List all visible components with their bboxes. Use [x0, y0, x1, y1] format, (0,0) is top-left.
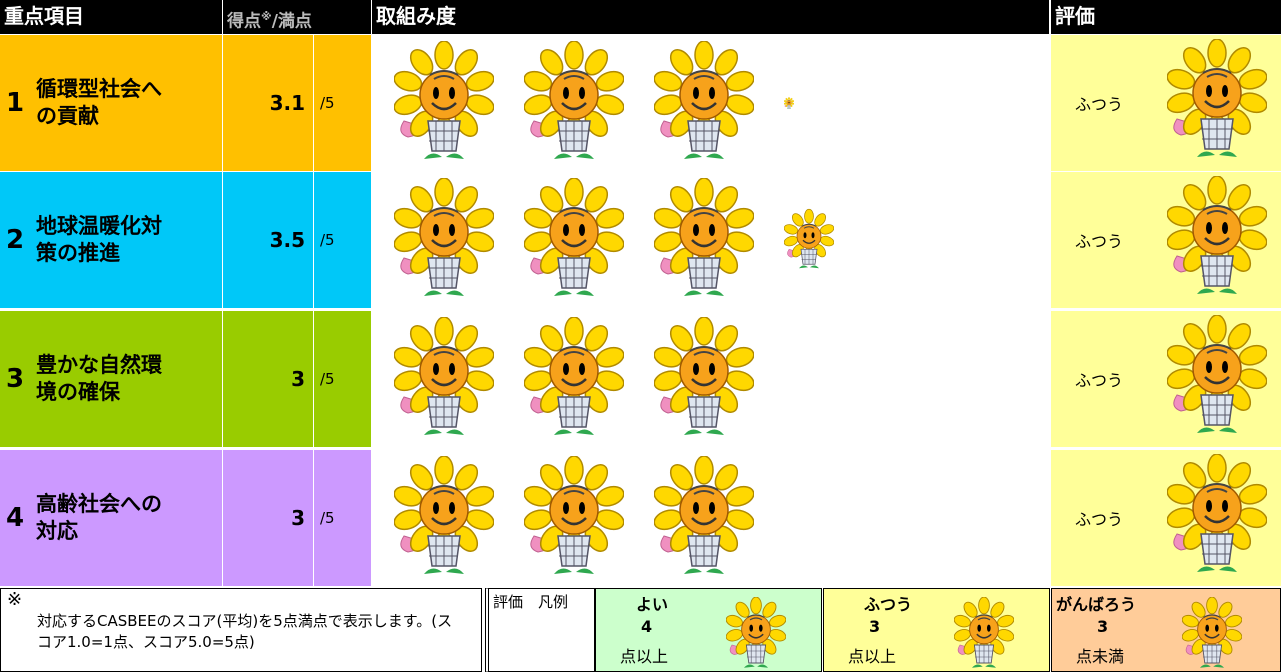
rating-icon	[1167, 454, 1267, 579]
legend-item: ふつう 3 点以上	[823, 588, 1050, 672]
footnote: ※ 対応するCASBEEのスコア(平均)を5点満点で表示します。(スコア1.0=…	[0, 588, 482, 672]
legend-suffix: 点以上	[848, 647, 897, 666]
rating: ふつう	[1075, 95, 1124, 114]
item-number: 3	[6, 364, 25, 394]
effort-icon	[394, 317, 494, 442]
effort-icon	[654, 317, 754, 442]
score: 3	[291, 506, 305, 530]
item-name: 豊かな自然環境の確保	[36, 353, 162, 404]
rating-icon	[1167, 315, 1267, 440]
effort-icon	[654, 41, 754, 166]
max: /5	[320, 94, 335, 112]
legend-icon	[954, 597, 1014, 669]
score-cell: 3.5	[223, 172, 313, 308]
footnote-text: 対応するCASBEEのスコア(平均)を5点満点で表示します。(スコア1.0=1点…	[37, 612, 453, 651]
legend-icon	[726, 597, 786, 669]
max-cell: /5	[314, 311, 371, 447]
effort-icon	[524, 456, 624, 581]
effort-icon	[524, 178, 624, 303]
item-number: 2	[6, 225, 25, 255]
effort-icon	[654, 456, 754, 581]
effort-icon	[394, 456, 494, 581]
item-name: 循環型社会への貢献	[36, 77, 162, 128]
legend-label: よい	[636, 595, 669, 614]
max-cell: /5	[314, 172, 371, 308]
rating-icon	[1167, 176, 1267, 301]
effort-icon	[524, 41, 624, 166]
legend-threshold: 4	[641, 617, 653, 636]
rating-cell: ふつう	[1051, 311, 1281, 447]
score-cell: 3.1	[223, 35, 313, 171]
max: /5	[320, 370, 335, 388]
score: 3.5	[269, 228, 305, 252]
item-name: 高齢社会への対応	[36, 492, 162, 543]
legend-suffix: 点以上	[620, 647, 669, 666]
effort-icon-partial	[784, 41, 794, 166]
effort-icon	[524, 317, 624, 442]
effort-icon	[394, 178, 494, 303]
item-cell: 1 循環型社会への貢献	[0, 35, 222, 171]
header-item: 重点項目	[0, 0, 222, 34]
legend-suffix: 点未満	[1076, 647, 1125, 666]
item-cell: 2 地球温暖化対策の推進	[0, 172, 222, 308]
effort-cell	[372, 35, 1049, 171]
item-number: 4	[6, 503, 25, 533]
rating-cell: ふつう	[1051, 450, 1281, 586]
rating-cell: ふつう	[1051, 35, 1281, 171]
legend-threshold: 3	[1097, 617, 1109, 636]
item-number: 1	[6, 88, 25, 118]
rating: ふつう	[1075, 510, 1124, 529]
header-effort: 取組み度	[372, 0, 1049, 34]
effort-icon	[654, 178, 754, 303]
max-cell: /5	[314, 35, 371, 171]
max-cell: /5	[314, 450, 371, 586]
legend-item: がんばろう 3 点未満	[1051, 588, 1281, 672]
footnote-mark: ※	[7, 589, 23, 610]
effort-cell	[372, 172, 1049, 308]
header-score-text: 得点	[227, 11, 261, 32]
header-score-max: /満点	[271, 11, 312, 32]
legend-label: ふつう	[864, 595, 913, 614]
max: /5	[320, 509, 335, 527]
score: 3.1	[269, 91, 305, 115]
rating: ふつう	[1075, 232, 1124, 251]
score-cell: 3	[223, 450, 313, 586]
legend-icon	[1182, 597, 1242, 669]
header-score-mark: ※	[261, 10, 272, 23]
item-cell: 4 高齢社会への対応	[0, 450, 222, 586]
effort-cell	[372, 450, 1049, 586]
rating: ふつう	[1075, 371, 1124, 390]
legend-label: がんばろう	[1056, 595, 1137, 614]
header-score: 得点※/満点	[223, 0, 371, 34]
max: /5	[320, 231, 335, 249]
legend-title: 評価 凡例	[485, 588, 595, 672]
legend-threshold: 3	[869, 617, 881, 636]
score-cell: 3	[223, 311, 313, 447]
effort-cell	[372, 311, 1049, 447]
header-rating: 評価	[1051, 0, 1281, 34]
legend-item: よい 4 点以上	[595, 588, 822, 672]
item-cell: 3 豊かな自然環境の確保	[0, 311, 222, 447]
item-name: 地球温暖化対策の推進	[36, 214, 162, 265]
score: 3	[291, 367, 305, 391]
rating-cell: ふつう	[1051, 172, 1281, 308]
rating-icon	[1167, 39, 1267, 164]
effort-icon	[394, 41, 494, 166]
effort-icon-partial	[784, 178, 834, 303]
